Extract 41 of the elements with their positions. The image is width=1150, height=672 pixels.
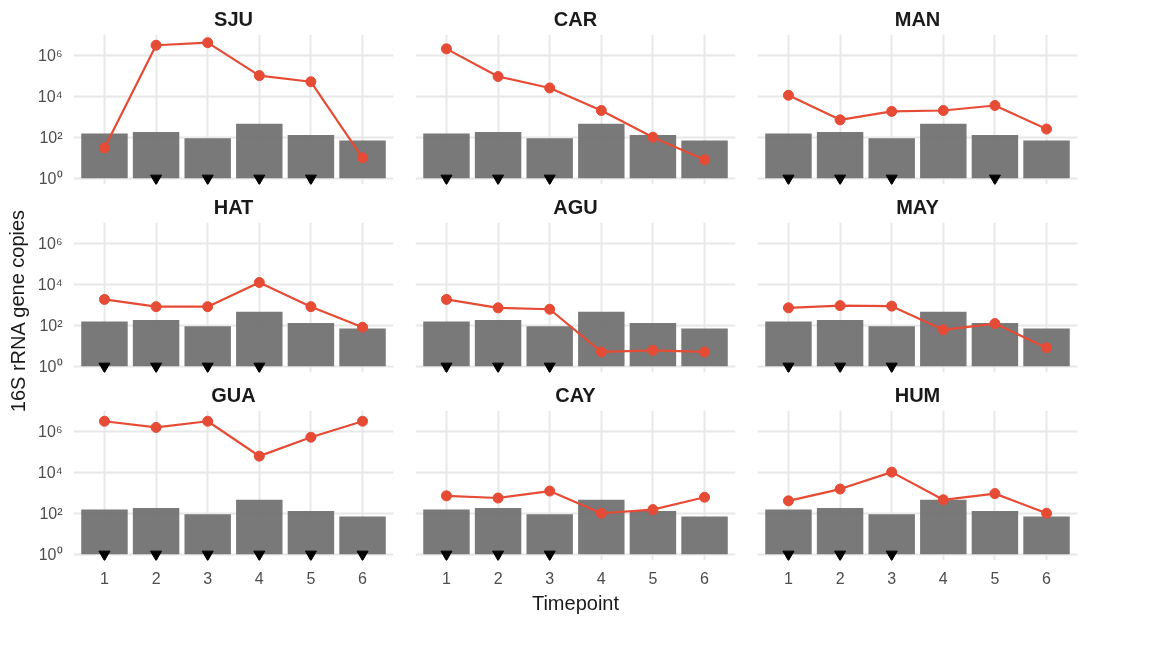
x-tick-label: 1 <box>100 569 110 587</box>
x-tick-label: 4 <box>938 569 948 587</box>
x-tick-label: 5 <box>990 569 1000 587</box>
chart-title: HUM <box>894 383 941 406</box>
x-tick-label: 4 <box>596 569 606 587</box>
x-tick-label: 2 <box>493 569 503 587</box>
chart-title: CAR <box>553 7 598 30</box>
x-tick-label: 5 <box>648 569 658 587</box>
y-tick-label: 10⁰ <box>38 545 63 563</box>
x-tick-label: 3 <box>545 569 555 587</box>
x-tick-label: 5 <box>306 569 316 587</box>
y-tick-label: 10⁴ <box>37 275 63 293</box>
y-tick-label: 10⁰ <box>38 169 63 187</box>
x-tick-label: 2 <box>835 569 845 587</box>
chart-title: HAT <box>213 195 254 218</box>
y-tick-label: 10⁶ <box>38 46 63 64</box>
x-tick-label: 1 <box>442 569 452 587</box>
y-tick-label: 10² <box>39 504 64 522</box>
chart-title: MAN <box>894 7 941 30</box>
x-tick-label: 6 <box>1042 569 1052 587</box>
chart-title: MAY <box>896 195 940 218</box>
x-tick-label: 1 <box>784 569 794 587</box>
y-tick-label: 10⁰ <box>38 357 63 375</box>
y-tick-label: 10⁴ <box>37 87 63 105</box>
y-tick-label: 10⁴ <box>37 463 63 481</box>
y-tick-label: 10⁶ <box>38 422 63 440</box>
x-tick-label: 4 <box>254 569 264 587</box>
chart-title: GUA <box>211 383 256 406</box>
chart-title: SJU <box>214 7 253 30</box>
chart-title: CAY <box>555 383 597 406</box>
x-tick-label: 6 <box>700 569 710 587</box>
x-axis-title: Timepoint <box>531 591 620 614</box>
x-tick-label: 2 <box>151 569 161 587</box>
y-tick-label: 10² <box>39 128 64 146</box>
chart-title: AGU <box>553 195 598 218</box>
x-tick-label: 6 <box>358 569 368 587</box>
y-tick-label: 10² <box>39 316 64 334</box>
x-tick-label: 3 <box>887 569 897 587</box>
x-tick-label: 3 <box>203 569 213 587</box>
y-tick-label: 10⁶ <box>38 234 63 252</box>
y-axis-title: 16S rRNA gene copies <box>6 209 29 413</box>
